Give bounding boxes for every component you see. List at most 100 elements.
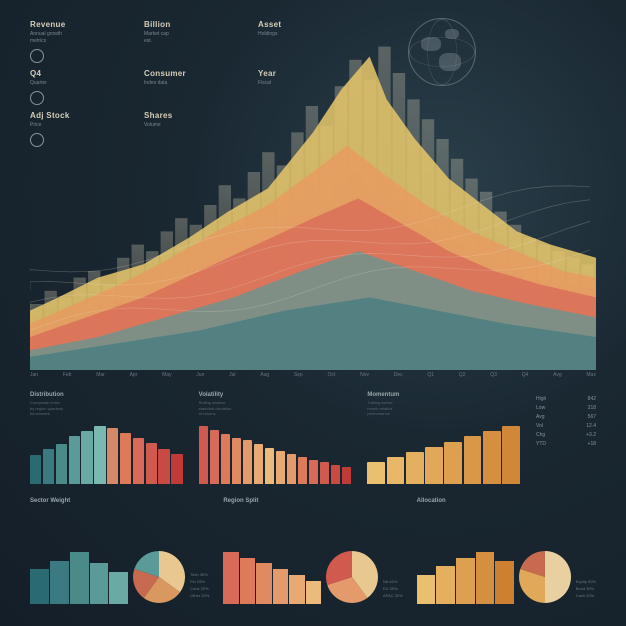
pie-group: Allocation Equity 50%Bond 30%Cash 20% [417,498,596,604]
pie-text: Tech 35%Fin 25%Cons 20%Other 20% [190,572,209,604]
bar [30,455,41,484]
mini-bar [289,575,304,604]
legend-grid: Revenue Annual growthmetrics Billion Mar… [30,20,348,147]
legend-sub: Volume [144,122,234,129]
mini-bar [30,569,49,604]
bar-group-sub: Trailing twelvemonth relativeperformance [367,400,520,417]
bar [342,467,352,484]
mini-bars [223,546,321,604]
bar [232,438,242,484]
bar-group-title: Volatility [199,392,352,398]
main-chart-x-ticks: JanFebMarAprMayJunJulAugSepOctNovDecQ1Q2… [30,372,596,378]
x-tick: Q3 [490,372,497,378]
mini-bar [417,575,436,604]
x-tick: Jan [30,372,38,378]
bar [210,430,220,484]
x-tick: Jun [196,372,204,378]
legend-sub: Holdings [258,31,348,38]
mini-bar [90,563,109,604]
x-tick: May [162,372,171,378]
bar [133,438,144,484]
bar-group-sub: Composite indexby region quarterlybenchm… [30,400,183,417]
mini-bar [495,561,514,605]
legend-sub: Market capest. [144,31,234,45]
legend-item: Asset Holdings [258,20,348,63]
bars [199,420,352,484]
bar [406,452,424,484]
bar [387,457,405,484]
x-tick: Max [586,372,595,378]
bar [158,449,169,484]
bars [367,420,520,484]
globe-icon [408,18,476,86]
bar [199,426,209,484]
mini-bar [70,552,89,604]
legend-sub: Index data [144,80,234,87]
pie-title: Region Split [223,498,402,504]
pie-body: NA 40%EU 30%APAC 30% [223,507,402,604]
pie-chart [132,550,186,604]
mini-bar [256,563,271,604]
legend-sub: Fiscal [258,80,348,87]
bar [146,443,157,484]
pie-body: Tech 35%Fin 25%Cons 20%Other 20% [30,507,209,604]
mini-bar [50,561,69,605]
mini-bar [223,552,238,604]
mini-bar [476,552,495,604]
pie-text: NA 40%EU 30%APAC 30% [383,579,403,604]
bar-group: Volatility Rolling windowstandard deviat… [199,392,352,484]
bar [43,449,54,484]
bar [425,447,443,484]
legend-item: Revenue Annual growthmetrics [30,20,120,63]
mini-bar [306,581,321,604]
mini-bars [30,546,128,604]
legend-item: Consumer Index data [144,69,234,105]
x-tick: Jul [229,372,235,378]
side-list-row: High 842 [536,396,596,402]
x-tick: Oct [328,372,336,378]
bar [120,433,131,484]
bar [464,436,482,484]
pie-section: Sector Weight Tech 35%Fin 25%Cons 20%Oth… [30,498,596,604]
bar [107,428,118,485]
bar [320,462,330,484]
mini-bars [417,546,514,604]
bar [56,444,67,484]
bar-group: Momentum Trailing twelvemonth relativepe… [367,392,520,484]
bar-group-title: Distribution [30,392,183,398]
pie-title: Allocation [417,498,596,504]
x-tick: Sep [294,372,303,378]
pie-body: Equity 50%Bond 30%Cash 20% [417,507,596,604]
legend-title: Asset [258,20,348,29]
legend-title: Revenue [30,20,120,29]
legend-title: Adj Stock [30,111,120,120]
x-tick: Apr [130,372,138,378]
side-list-row: Low 318 [536,405,596,411]
bar [367,462,385,484]
pie-group: Region Split NA 40%EU 30%APAC 30% [223,498,402,604]
bar-group-sub: Rolling windowstandard deviationof retur… [199,400,352,417]
legend-title: Consumer [144,69,234,78]
side-list-row: YTD +18 [536,441,596,447]
legend-item: Q4 Quarter [30,69,120,105]
mini-bar [109,572,128,604]
x-tick: Dec [394,372,403,378]
bar-group: Distribution Composite indexby region qu… [30,392,183,484]
mini-bar [240,558,255,604]
legend-sub: Annual growthmetrics [30,31,120,45]
legend-item: Billion Market capest. [144,20,234,63]
legend-item: Shares Volume [144,111,234,147]
side-list-row: Chg +3.2 [536,432,596,438]
bar [483,431,501,484]
bar [81,431,92,484]
bar [502,426,520,484]
bar [287,454,297,484]
bar [94,426,105,484]
pie-chart [518,550,572,604]
bar [331,465,341,484]
side-list: High 842 Low 318 Avg 567 Vol 12.4 Chg +3… [536,392,596,484]
x-tick: Nov [360,372,369,378]
legend-item: Year Fiscal [258,69,348,105]
legend-title: Q4 [30,69,120,78]
bar [171,454,182,484]
